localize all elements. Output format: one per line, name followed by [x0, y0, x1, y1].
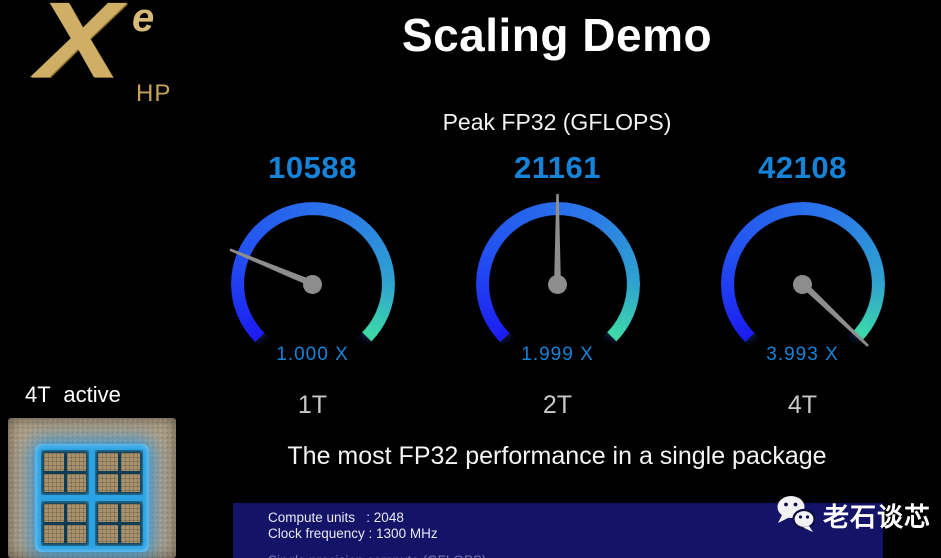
chip-status-label: 4T active — [25, 382, 121, 407]
xe-hp-logo: X e HP — [36, 0, 186, 118]
logo-hp-label: HP — [136, 80, 172, 107]
logo-e-superscript: e — [132, 0, 155, 40]
gauge-needle-hub — [303, 274, 322, 294]
gauge-4t-multiplier: 3.993 X — [766, 344, 839, 365]
gauge-4t-dial — [713, 194, 893, 374]
chip-package-photo — [8, 418, 176, 558]
gauge-needle-hub — [548, 274, 567, 294]
gauge-2t-dial — [468, 194, 648, 374]
gauge-1t-value: 10588 — [268, 150, 357, 185]
tagline: The most FP32 performance in a single pa… — [287, 442, 827, 470]
spec-compute-units: Compute units : 2048 — [268, 510, 404, 525]
spec-panel: Compute units : 2048 Clock frequency : 1… — [233, 503, 883, 558]
watermark-text: 老石谈芯 — [823, 501, 932, 532]
gauge-1t-dial — [223, 194, 403, 374]
page-title: Scaling Demo — [401, 9, 713, 61]
chart-title: Peak FP32 (GFLOPS) — [442, 109, 672, 135]
chip-die-glow — [35, 444, 149, 552]
gauge-1t: 10588 1.000 X 1T — [190, 150, 435, 435]
spec-single-precision: Single precision compute (GFLOPS) — [268, 553, 883, 558]
gauge-2t-label: 2T — [542, 391, 573, 419]
chip-tile — [41, 450, 89, 495]
spec-clock-frequency: Clock frequency : 1300 MHz — [268, 526, 438, 541]
chip-tile — [95, 450, 143, 495]
gauge-2t-value: 21161 — [514, 150, 601, 185]
gauge-row: 10588 1.000 X 1T 21161 1.999 X 2T 42108 — [190, 150, 925, 435]
gauge-4t-label: 4T — [787, 391, 818, 419]
chip-tile — [41, 501, 89, 546]
chip-tile — [95, 501, 143, 546]
gauge-2t: 21161 1.999 X 2T — [435, 150, 680, 435]
gauge-1t-label: 1T — [297, 391, 328, 419]
gauge-4t-value: 42108 — [758, 150, 847, 185]
gauge-4t: 42108 3.993 X 4T — [680, 150, 925, 435]
logo-x-glyph: X — [36, 0, 122, 100]
gauge-needle-hub — [793, 274, 812, 294]
gauge-1t-multiplier: 1.000 X — [276, 344, 349, 365]
gauge-2t-multiplier: 1.999 X — [521, 344, 594, 365]
wechat-icon — [777, 496, 816, 532]
watermark: 老石谈芯 — [776, 494, 931, 536]
